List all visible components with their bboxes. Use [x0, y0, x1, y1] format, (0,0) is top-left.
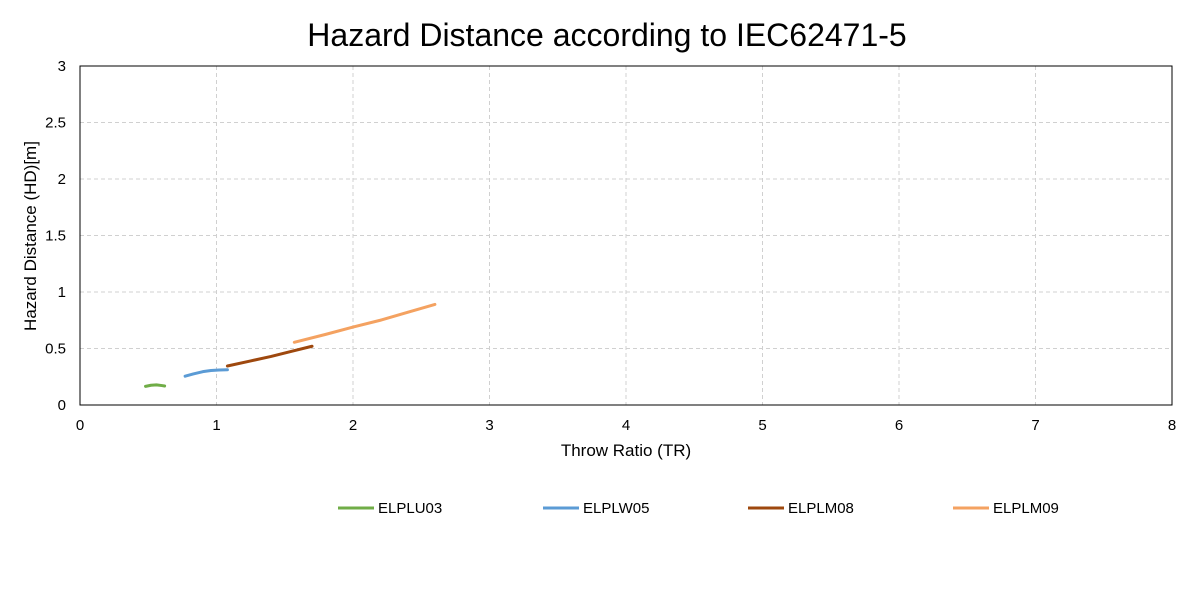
series-line-elplm09: [292, 302, 437, 344]
x-tick-label: 7: [1031, 417, 1039, 434]
x-tick-label: 1: [212, 417, 220, 434]
legend-label-elplm08: ELPLM08: [788, 500, 854, 517]
x-tick-label: 2: [349, 417, 357, 434]
y-tick-label: 1.5: [45, 228, 66, 245]
y-tick-label: 2: [58, 171, 66, 188]
grid: [80, 66, 1172, 405]
y-tick-label: 0.5: [45, 341, 66, 358]
x-tick-label: 8: [1168, 417, 1176, 434]
x-tick-label: 0: [76, 417, 84, 434]
series-line-elplw05: [183, 368, 229, 378]
legend-label-elplm09: ELPLM09: [993, 500, 1059, 517]
y-tick-labels: 0 0.5 1 1.5 2 2.5 3: [45, 58, 66, 414]
legend-label-elplw05: ELPLW05: [583, 500, 649, 517]
series-group: [144, 302, 437, 388]
y-tick-label: 3: [58, 58, 66, 75]
series-line-elplm08: [225, 344, 314, 368]
legend-label-elplu03: ELPLU03: [378, 500, 442, 517]
chart-title: Hazard Distance according to IEC62471-5: [307, 17, 906, 53]
plot-area: [79, 65, 1173, 406]
x-tick-label: 3: [485, 417, 493, 434]
y-axis-label: Hazard Distance (HD)[m]: [21, 141, 40, 331]
y-tick-label: 1: [58, 284, 66, 301]
series-line-elplu03: [144, 383, 167, 388]
x-axis-label: Throw Ratio (TR): [561, 441, 691, 460]
x-tick-labels: 0 1 2 3 4 5 6 7 8: [76, 417, 1176, 434]
y-tick-label: 2.5: [45, 115, 66, 132]
x-tick-label: 4: [622, 417, 630, 434]
x-tick-label: 5: [758, 417, 766, 434]
x-tick-label: 6: [895, 417, 903, 434]
y-tick-label: 0: [58, 397, 66, 414]
legend: ELPLU03 ELPLW05 ELPLM08 ELPLM09: [338, 500, 1059, 517]
